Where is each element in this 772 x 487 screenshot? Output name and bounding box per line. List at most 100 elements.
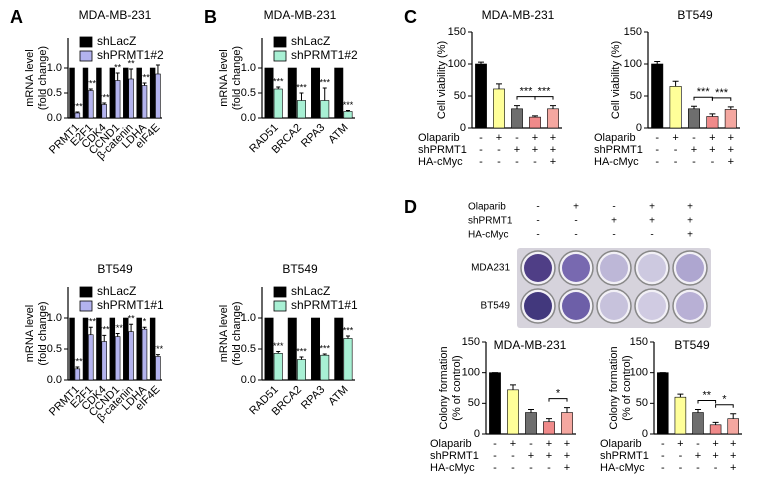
bar (96, 67, 102, 119)
condition-sign: - (674, 144, 678, 156)
bar (493, 88, 505, 129)
legend-label: shLacZ (291, 284, 330, 298)
bar (511, 108, 523, 129)
condition-sign: + (514, 144, 520, 156)
condition-sign: - (493, 438, 497, 450)
chart-title: BT549 (674, 338, 710, 352)
significance-bracket (697, 399, 717, 404)
y-axis-label: Cell viability (%) (610, 41, 622, 119)
bar (296, 359, 306, 381)
condition-sign: - (529, 438, 533, 450)
y-axis-label: Colony formation (608, 346, 620, 429)
error-bar (345, 110, 350, 112)
legend-label: shLacZ (97, 34, 136, 48)
condition-sign: - (674, 156, 678, 168)
y-tick-label: 100 (624, 58, 642, 70)
bar (287, 317, 297, 381)
significance: *** (86, 317, 97, 327)
y-axis-label: (fold change) (231, 301, 243, 365)
bar (311, 317, 321, 381)
significance: *** (273, 76, 284, 86)
condition-sign: - (661, 450, 665, 462)
bar (141, 328, 148, 381)
bar (155, 73, 161, 119)
condition-sign: - (650, 230, 653, 241)
bar (149, 317, 156, 381)
error-bar (322, 353, 327, 356)
significance: *** (319, 77, 330, 87)
error-bar (276, 86, 281, 89)
significance: *** (112, 323, 123, 333)
y-axis-label: mRNA level (24, 49, 36, 106)
legend-swatch (79, 286, 93, 298)
chart-title: MDA-MB-231 (79, 8, 152, 22)
condition-sign: + (728, 156, 734, 168)
error-bar (709, 113, 716, 117)
condition-sign: - (493, 462, 497, 474)
error-bar (142, 326, 147, 330)
condition-sign: + (564, 450, 570, 462)
significance-bracket (711, 97, 732, 101)
condition-sign: + (691, 144, 697, 156)
condition-sign: - (692, 132, 696, 144)
condition-sign: + (730, 450, 736, 462)
condition-label: shPRMT1 (418, 144, 467, 156)
chart-title: MDA-MB-231 (482, 8, 555, 22)
bar (334, 317, 344, 381)
bar (114, 80, 121, 119)
condition-sign: - (529, 462, 533, 474)
y-tick-label: 0 (636, 122, 642, 134)
significance: * (556, 388, 561, 400)
significance: *** (296, 82, 307, 92)
error-bar (672, 80, 679, 87)
bar (547, 108, 559, 129)
condition-sign: - (536, 202, 539, 213)
error-bar (75, 111, 80, 113)
condition-sign: - (661, 438, 665, 450)
y-tick-label: 1.0 (47, 312, 62, 324)
y-axis-label: (fold change) (231, 46, 243, 110)
condition-sign: + (649, 216, 655, 227)
condition-sign: + (611, 216, 617, 227)
error-bar (510, 384, 516, 390)
error-bar (142, 82, 147, 86)
chart-title: MDA-MB-231 (264, 8, 337, 22)
condition-sign: - (533, 156, 537, 168)
legend-swatch (79, 36, 93, 48)
y-tick-label: 0 (642, 428, 648, 440)
well-stain (600, 292, 628, 320)
y-tick-label: 100 (448, 58, 466, 70)
significance: *** (697, 86, 711, 98)
bar (727, 418, 739, 435)
well-stain (600, 254, 628, 282)
bar (657, 372, 669, 435)
condition-label: HA-cMyc (468, 230, 509, 241)
condition-sign: + (528, 450, 534, 462)
condition-sign: - (679, 450, 683, 462)
bar (114, 336, 121, 381)
condition-sign: + (709, 132, 715, 144)
error-bar (654, 60, 661, 64)
bar (88, 90, 94, 119)
panel-label: A (10, 7, 23, 27)
bar (334, 67, 344, 119)
condition-sign: - (655, 144, 659, 156)
legend-swatch (79, 300, 93, 312)
condition-label: shPRMT1 (600, 450, 649, 462)
legend-label: shPRMT1#1 (291, 298, 358, 312)
y-tick-label: 1.0 (241, 312, 256, 324)
condition-label: Olaparib (600, 438, 642, 450)
bar (507, 389, 519, 435)
condition-sign: - (511, 462, 515, 474)
significance: *** (72, 101, 83, 111)
condition-sign: - (497, 156, 501, 168)
error-bar (677, 393, 684, 398)
legend-label: shLacZ (97, 284, 136, 298)
condition-sign: - (574, 216, 577, 227)
error-bar (496, 83, 502, 89)
bar (96, 317, 102, 381)
error-bar (75, 366, 80, 369)
y-axis-label: mRNA level (218, 49, 230, 106)
y-axis-label: (% of control) (451, 355, 463, 420)
bar (724, 109, 737, 129)
